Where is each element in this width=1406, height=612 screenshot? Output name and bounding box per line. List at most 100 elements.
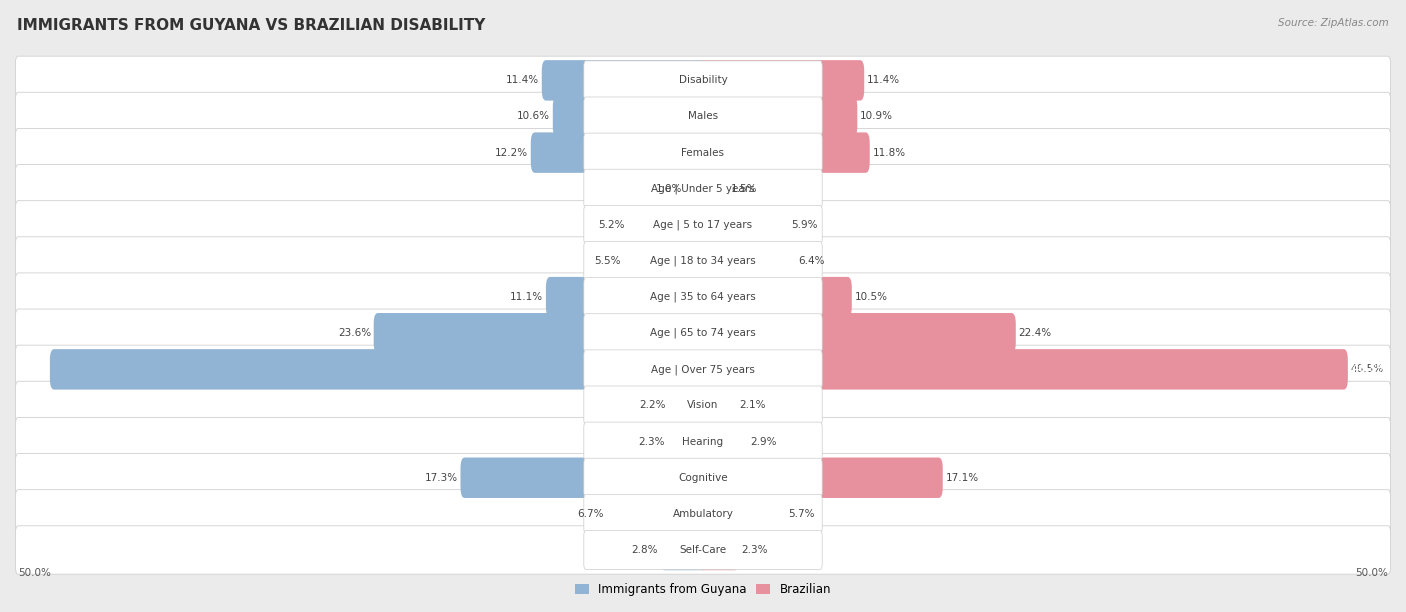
FancyBboxPatch shape [699,96,858,136]
FancyBboxPatch shape [583,61,823,100]
Text: 5.9%: 5.9% [792,220,818,230]
FancyBboxPatch shape [583,314,823,353]
FancyBboxPatch shape [583,133,823,172]
FancyBboxPatch shape [583,422,823,461]
FancyBboxPatch shape [606,494,707,534]
FancyBboxPatch shape [685,168,707,209]
Text: 5.2%: 5.2% [598,220,624,230]
FancyBboxPatch shape [699,60,865,100]
FancyBboxPatch shape [15,129,1391,177]
FancyBboxPatch shape [583,170,823,208]
FancyBboxPatch shape [461,458,707,498]
FancyBboxPatch shape [699,494,786,534]
FancyBboxPatch shape [49,349,707,390]
Text: 46.5%: 46.5% [1351,364,1384,375]
FancyBboxPatch shape [699,204,789,245]
Text: Age | Under 5 years: Age | Under 5 years [651,184,755,194]
FancyBboxPatch shape [627,204,707,245]
Text: 6.4%: 6.4% [799,256,824,266]
FancyBboxPatch shape [15,92,1391,141]
FancyBboxPatch shape [668,422,707,462]
FancyBboxPatch shape [15,56,1391,105]
Text: 22.4%: 22.4% [1018,328,1052,338]
Text: 2.9%: 2.9% [749,436,776,447]
FancyBboxPatch shape [15,417,1391,466]
Text: Age | 5 to 17 years: Age | 5 to 17 years [654,220,752,230]
Text: 17.3%: 17.3% [425,472,458,483]
FancyBboxPatch shape [583,350,823,389]
FancyBboxPatch shape [541,60,707,100]
Text: 1.0%: 1.0% [657,184,682,194]
FancyBboxPatch shape [699,277,852,318]
Text: Males: Males [688,111,718,122]
FancyBboxPatch shape [699,241,796,282]
Text: 10.6%: 10.6% [517,111,550,122]
Text: 10.5%: 10.5% [855,292,887,302]
Text: Source: ZipAtlas.com: Source: ZipAtlas.com [1278,18,1389,28]
Text: 2.8%: 2.8% [631,545,658,555]
Text: Age | 18 to 34 years: Age | 18 to 34 years [650,256,756,266]
FancyBboxPatch shape [669,386,707,426]
Text: 2.3%: 2.3% [741,545,768,555]
FancyBboxPatch shape [15,201,1391,249]
Text: 17.1%: 17.1% [945,472,979,483]
FancyBboxPatch shape [15,490,1391,538]
Text: 5.5%: 5.5% [593,256,620,266]
Text: 11.4%: 11.4% [868,75,900,85]
FancyBboxPatch shape [623,241,707,282]
FancyBboxPatch shape [546,277,707,318]
Text: 12.2%: 12.2% [495,147,529,158]
FancyBboxPatch shape [583,386,823,425]
Text: 5.7%: 5.7% [789,509,815,519]
FancyBboxPatch shape [583,97,823,136]
FancyBboxPatch shape [553,96,707,136]
FancyBboxPatch shape [699,349,1348,390]
FancyBboxPatch shape [583,494,823,534]
Text: Vision: Vision [688,400,718,411]
FancyBboxPatch shape [15,309,1391,357]
Text: Age | Over 75 years: Age | Over 75 years [651,364,755,375]
Text: Ambulatory: Ambulatory [672,509,734,519]
Text: 10.9%: 10.9% [860,111,893,122]
Text: 11.1%: 11.1% [510,292,543,302]
Text: Hearing: Hearing [682,436,724,447]
Text: 23.6%: 23.6% [337,328,371,338]
Text: 2.3%: 2.3% [638,436,665,447]
FancyBboxPatch shape [583,278,823,316]
Text: IMMIGRANTS FROM GUYANA VS BRAZILIAN DISABILITY: IMMIGRANTS FROM GUYANA VS BRAZILIAN DISA… [17,18,485,34]
FancyBboxPatch shape [15,273,1391,321]
Text: Age | 65 to 74 years: Age | 65 to 74 years [650,328,756,338]
FancyBboxPatch shape [699,458,943,498]
FancyBboxPatch shape [699,168,728,209]
Text: 2.2%: 2.2% [640,400,666,411]
FancyBboxPatch shape [699,530,738,570]
FancyBboxPatch shape [15,237,1391,285]
Text: Females: Females [682,147,724,158]
Text: 50.0%: 50.0% [18,568,51,578]
FancyBboxPatch shape [583,242,823,280]
FancyBboxPatch shape [15,453,1391,502]
Text: 50.0%: 50.0% [1355,568,1388,578]
Text: 1.5%: 1.5% [731,184,756,194]
Text: 46.5%: 46.5% [1351,364,1388,375]
Text: Self-Care: Self-Care [679,545,727,555]
Text: Disability: Disability [679,75,727,85]
FancyBboxPatch shape [699,313,1015,354]
FancyBboxPatch shape [374,313,707,354]
Text: Cognitive: Cognitive [678,472,728,483]
FancyBboxPatch shape [531,132,707,173]
FancyBboxPatch shape [15,345,1391,394]
Text: 6.7%: 6.7% [578,509,603,519]
FancyBboxPatch shape [699,132,870,173]
Text: 11.8%: 11.8% [873,147,905,158]
FancyBboxPatch shape [583,206,823,244]
FancyBboxPatch shape [15,526,1391,574]
FancyBboxPatch shape [583,531,823,570]
FancyBboxPatch shape [699,422,747,462]
Text: Age | 35 to 64 years: Age | 35 to 64 years [650,292,756,302]
Legend: Immigrants from Guyana, Brazilian: Immigrants from Guyana, Brazilian [569,578,837,600]
Text: 2.1%: 2.1% [738,400,765,411]
FancyBboxPatch shape [699,386,737,426]
FancyBboxPatch shape [583,458,823,497]
FancyBboxPatch shape [15,165,1391,213]
